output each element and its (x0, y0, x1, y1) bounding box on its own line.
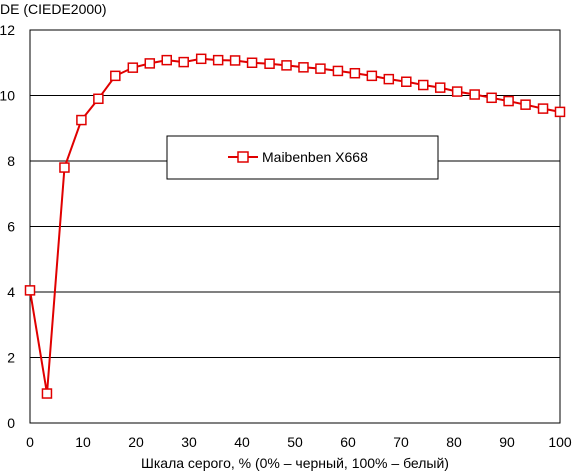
data-point (503, 95, 514, 107)
grid (30, 95, 560, 358)
y-axis-label: DE (CIEDE2000) (0, 1, 107, 17)
x-tick-label: 0 (26, 434, 34, 450)
data-point (469, 89, 480, 100)
x-tick-label: 60 (340, 434, 356, 450)
x-tick-label: 40 (234, 434, 250, 450)
x-tick-label: 70 (393, 434, 409, 450)
data-point (24, 285, 36, 296)
y-tick-label: 0 (7, 415, 15, 431)
legend: Maibenben X668 (166, 135, 439, 180)
data-point (332, 65, 344, 77)
data-point (434, 82, 446, 93)
data-point (161, 54, 172, 66)
data-point (264, 58, 275, 69)
data-point (554, 106, 566, 118)
data-point (246, 57, 258, 68)
y-tick-label: 12 (0, 22, 15, 38)
x-tick-label: 10 (75, 434, 91, 450)
legend-series-label: Maibenben X668 (262, 149, 368, 165)
x-tick-label: 50 (287, 434, 303, 450)
data-point (59, 162, 70, 173)
data-point (349, 67, 361, 79)
x-tick-label: 90 (499, 434, 515, 450)
data-point (110, 70, 121, 82)
data-point (41, 388, 53, 399)
y-tick-label: 4 (7, 284, 15, 300)
x-tick-label: 20 (128, 434, 144, 450)
series-layer (24, 53, 566, 399)
x-tick-label: 80 (446, 434, 462, 450)
x-tick-label: 100 (548, 434, 572, 450)
data-point (451, 86, 463, 97)
data-point (127, 62, 139, 73)
data-point (76, 114, 87, 126)
data-point (486, 92, 497, 104)
data-point (298, 62, 309, 73)
data-point (178, 56, 189, 68)
data-point (195, 53, 207, 65)
data-point (212, 54, 224, 66)
data-point (401, 76, 412, 87)
y-tick-label: 6 (7, 219, 15, 235)
data-point (315, 63, 326, 74)
data-point (281, 60, 292, 71)
data-point (144, 58, 156, 69)
data-point (537, 103, 549, 114)
data-point (229, 55, 241, 66)
data-point (520, 99, 531, 110)
legend-marker-swatch (237, 151, 249, 163)
plot-area-frame (29, 29, 561, 424)
y-axis-ticks: 0 2 4 6 8 10 12 (0, 22, 15, 431)
data-point (93, 93, 104, 105)
legend-box (166, 135, 439, 180)
y-tick-label: 2 (7, 350, 15, 366)
data-point (366, 70, 378, 82)
x-axis-ticks: 0 10 20 30 40 50 60 70 80 90 100 (26, 434, 572, 450)
y-tick-label: 8 (7, 153, 15, 169)
y-tick-label: 10 (0, 88, 15, 104)
data-point (418, 79, 429, 91)
data-point (383, 73, 395, 85)
x-tick-label: 30 (181, 434, 197, 450)
x-axis-label: Шкала серого, % (0% – черный, 100% – бел… (141, 455, 449, 471)
